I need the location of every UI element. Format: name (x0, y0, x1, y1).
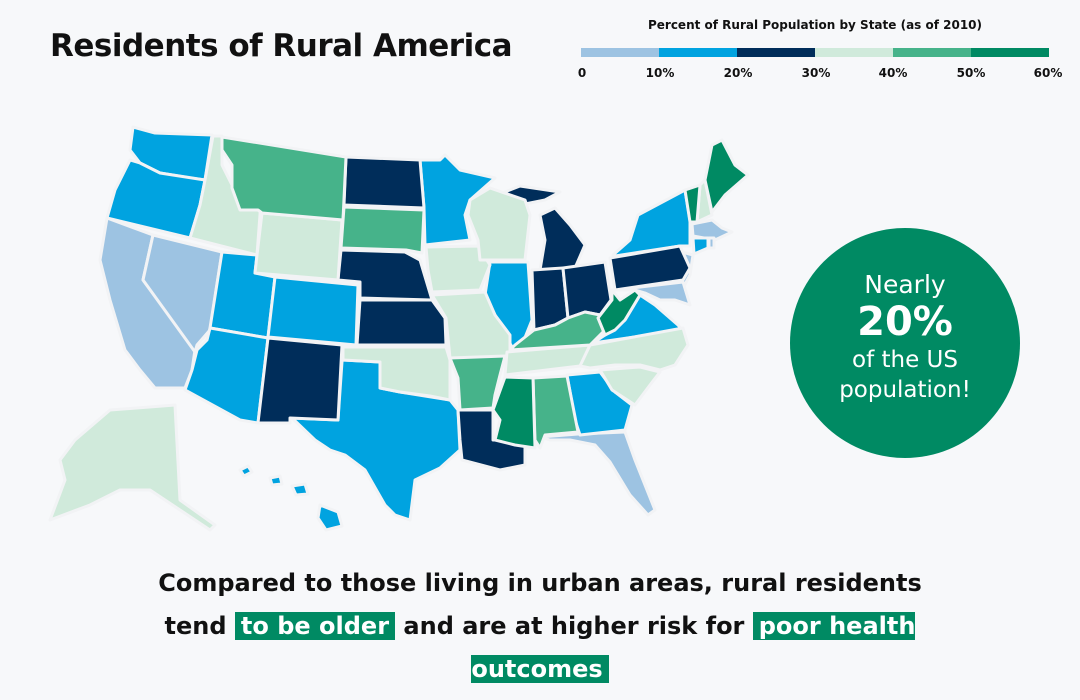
state-shape-wv (596, 288, 642, 337)
state-shape-ok (341, 345, 452, 402)
state-shape-wi (466, 186, 532, 262)
state-shape-pa (608, 244, 692, 292)
state-mt (220, 135, 348, 222)
state-ky (508, 310, 607, 352)
state-ct (691, 236, 710, 256)
state-nd (342, 155, 426, 210)
state-shape-ct (691, 236, 710, 256)
state-shape-ma (690, 218, 734, 242)
state-me (703, 138, 750, 214)
state-shape-nm (256, 336, 344, 425)
state-shape-sc (598, 365, 662, 407)
legend-swatch-20-30 (737, 48, 815, 57)
legend-swatch-50-60 (971, 48, 1049, 57)
legend-tick: 0 (577, 66, 587, 80)
state-ma (690, 218, 734, 242)
footer-highlight-older: to be older (234, 612, 396, 640)
page-title: Residents of Rural America (50, 28, 513, 64)
legend-tick: 20% (723, 66, 753, 80)
state-ak (48, 403, 217, 532)
footer-text-2: and are at higher risk for (403, 612, 745, 640)
state-shape-me (703, 138, 750, 214)
state-shape-hi (238, 464, 254, 478)
state-ms (491, 375, 537, 450)
state-wv (596, 288, 642, 337)
state-fl (538, 430, 657, 517)
state-ar (448, 354, 507, 412)
state-shape-ms (491, 375, 537, 450)
state-shape-mt (220, 135, 348, 222)
state-nm (256, 336, 344, 425)
legend-tick: 40% (878, 66, 908, 80)
state-shape-la (456, 408, 527, 472)
state-shape-hi (268, 474, 284, 487)
state-shape-ri (707, 236, 716, 250)
footer-statement: Compared to those living in urban areas,… (150, 562, 930, 691)
state-shape-hi (316, 503, 344, 532)
state-shape-sd (339, 205, 426, 255)
legend-swatch-40-50 (893, 48, 971, 57)
legend-tick: 50% (956, 66, 986, 80)
state-shape-wy (253, 211, 344, 282)
callout-line3: population! (839, 377, 971, 403)
legend-swatch-10-20 (659, 48, 737, 57)
state-ok (341, 345, 452, 402)
state-shape-ks (355, 298, 448, 347)
callout-value: 20% (857, 299, 953, 345)
state-sc (598, 365, 662, 407)
state-pa (608, 244, 692, 292)
callout-line1: Nearly (864, 270, 946, 299)
state-la (456, 408, 527, 472)
legend-tick: 30% (801, 66, 831, 80)
state-wy (253, 211, 344, 282)
legend-tick: 10% (645, 66, 675, 80)
state-shape-ar (448, 354, 507, 412)
state-shape-co (266, 275, 360, 347)
state-shape-vt (683, 183, 702, 224)
legend-swatch-0-10 (581, 48, 659, 57)
state-shape-fl (538, 430, 657, 517)
state-wi (466, 186, 532, 262)
state-ks (355, 298, 448, 347)
state-vt (683, 183, 702, 224)
state-ri (707, 236, 716, 250)
legend-swatch-30-40 (815, 48, 893, 57)
callout-line2: of the US (852, 347, 958, 373)
state-hi (238, 464, 344, 532)
state-shape-hi (290, 482, 310, 497)
state-shape-mi (538, 206, 587, 272)
state-shape-nd (342, 155, 426, 210)
legend-title: Percent of Rural Population by State (as… (647, 18, 983, 32)
state-nc (578, 326, 690, 372)
state-shape-ky (508, 310, 607, 352)
footer-text-1: Compared to those living in urban areas,… (158, 569, 922, 640)
legend-color-bar (581, 48, 1049, 57)
state-shape-nc (578, 326, 690, 372)
legend-tick: 60% (1033, 66, 1063, 80)
stat-callout-circle: Nearly 20% of the US population! (790, 228, 1020, 458)
state-shape-ak (48, 403, 217, 532)
state-sd (339, 205, 426, 255)
state-co (266, 275, 360, 347)
